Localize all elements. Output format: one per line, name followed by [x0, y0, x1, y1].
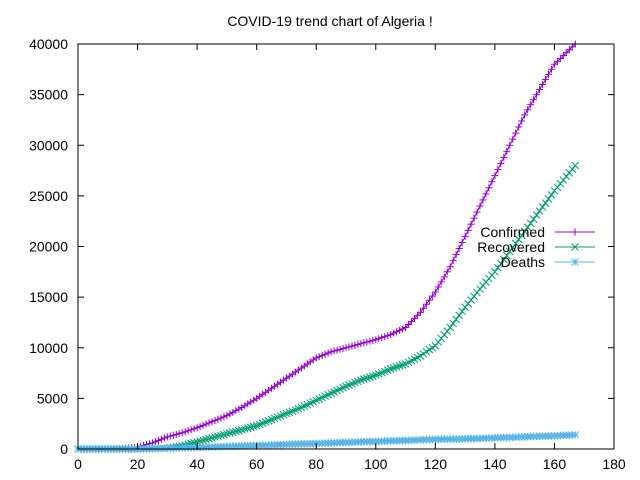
point-recovered-d2 [231, 427, 240, 436]
x-tick-label: 160 [543, 456, 567, 472]
y-tick-label: 30000 [29, 137, 68, 153]
y-tick-label: 5000 [37, 390, 68, 406]
point-recovered-d2 [508, 243, 517, 252]
x-tick-label: 120 [424, 456, 448, 472]
x-tick-label: 180 [602, 456, 626, 472]
point-recovered-d2 [532, 211, 541, 219]
point-recovered-d2 [249, 422, 258, 431]
point-recovered-d2 [505, 247, 514, 256]
point-recovered-d2 [240, 425, 249, 433]
y-tick-label: 15000 [29, 289, 68, 305]
point-recovered-d2 [535, 207, 544, 215]
point-recovered-d2 [541, 199, 550, 207]
legend-label-confirmed: Confirmed [480, 224, 545, 240]
point-recovered-d2 [514, 235, 523, 244]
chart-title: COVID-19 trend chart of Algeria ! [227, 13, 432, 29]
point-recovered-d2 [205, 434, 213, 443]
x-tick-label: 60 [249, 456, 265, 472]
x-tick-label: 20 [130, 456, 146, 472]
series-recovered [74, 161, 580, 453]
point-recovered-d2 [237, 425, 246, 434]
point-recovered-d2 [211, 433, 219, 441]
y-tick-label: 0 [60, 441, 68, 457]
y-tick-label: 25000 [29, 188, 68, 204]
legend-marker-deaths-d2 [571, 258, 579, 266]
y-tick-label: 35000 [29, 87, 68, 103]
point-recovered-d2 [455, 311, 464, 320]
point-recovered-d2 [520, 227, 529, 236]
y-tick-label: 20000 [29, 239, 68, 255]
point-recovered-d2 [517, 231, 526, 240]
y-tick-label: 10000 [29, 340, 68, 356]
point-recovered-d2 [217, 431, 225, 440]
point-recovered-d2 [243, 424, 252, 432]
x-tick-label: 80 [308, 456, 324, 472]
point-deaths-d2 [571, 430, 580, 439]
point-recovered-d2 [494, 263, 502, 272]
legend-label-deaths: Deaths [501, 254, 545, 270]
point-recovered-d2 [511, 239, 520, 248]
point-recovered-d2 [458, 307, 466, 316]
point-recovered-d2 [446, 323, 455, 332]
point-recovered-d2 [199, 436, 207, 445]
legend-label-recovered: Recovered [477, 239, 545, 255]
point-recovered-d2 [502, 251, 511, 260]
point-recovered-d2 [202, 435, 210, 444]
series-deaths [74, 430, 580, 453]
series-line-recovered [78, 165, 576, 450]
point-recovered-d2 [234, 426, 243, 435]
point-recovered-d2 [223, 429, 231, 438]
point-recovered-d2 [547, 191, 556, 199]
y-tick-label: 40000 [29, 36, 68, 52]
point-recovered-d2 [196, 437, 204, 445]
x-tick-label: 40 [189, 456, 205, 472]
point-recovered-d2 [246, 423, 255, 432]
legend-marker-recovered-d2 [571, 243, 579, 251]
point-recovered-d2 [544, 195, 553, 203]
point-recovered-d2 [208, 434, 216, 442]
point-recovered-d2 [499, 255, 508, 264]
point-recovered-d2 [214, 432, 222, 441]
point-recovered-d2 [529, 215, 538, 224]
point-recovered-d2 [571, 161, 580, 170]
x-tick-label: 0 [74, 456, 82, 472]
point-recovered-d2 [496, 259, 505, 268]
point-recovered-d2 [452, 315, 461, 324]
point-recovered-d2 [449, 319, 458, 328]
x-tick-label: 140 [483, 456, 507, 472]
point-recovered-d2 [538, 203, 547, 211]
point-recovered-d2 [491, 267, 499, 276]
point-recovered-d2 [228, 428, 237, 437]
point-recovered-d2 [220, 430, 228, 439]
x-tick-label: 100 [364, 456, 388, 472]
point-recovered-d2 [526, 219, 535, 228]
point-recovered-d2 [523, 223, 532, 232]
point-recovered-d2 [226, 429, 234, 437]
